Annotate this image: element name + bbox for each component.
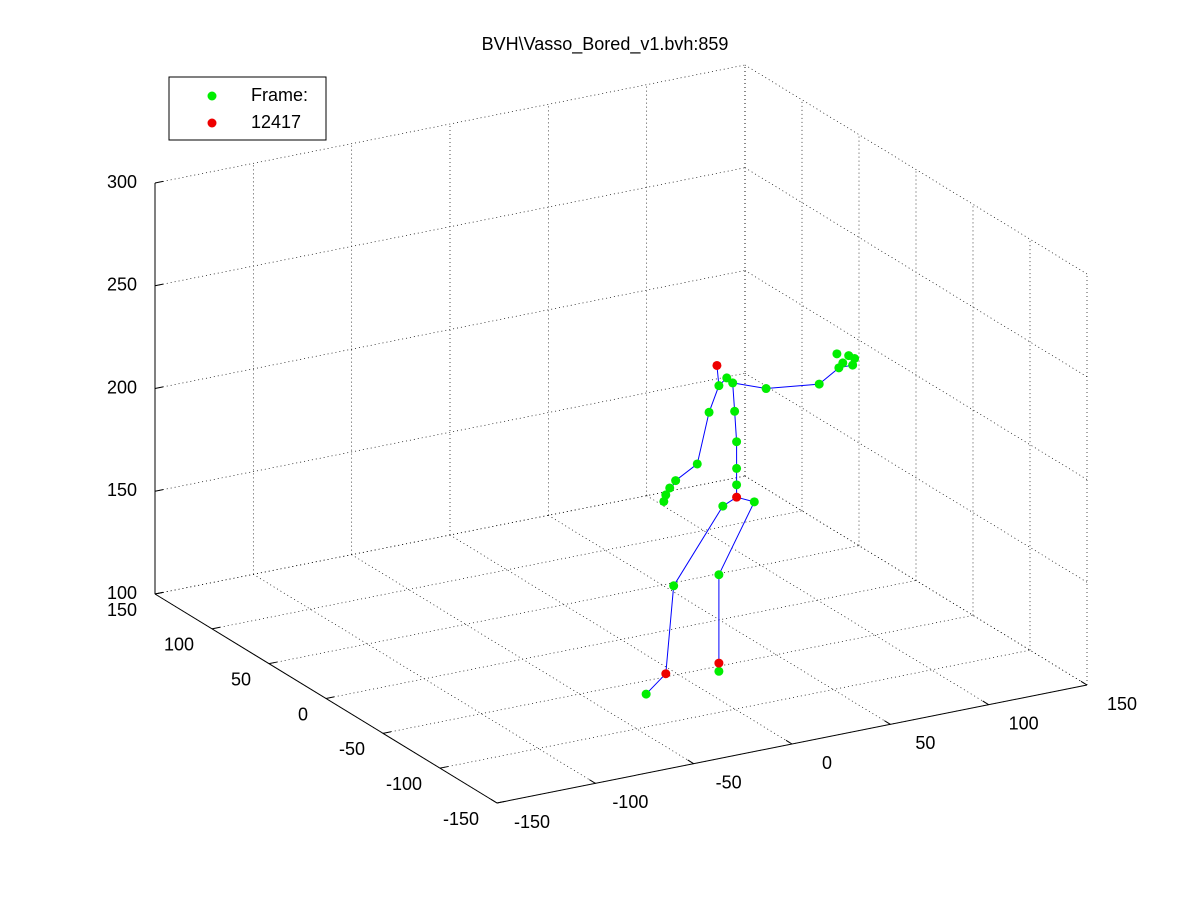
legend-marker <box>207 118 217 128</box>
y-tick-label: 100 <box>164 635 194 655</box>
y-tick <box>439 766 449 769</box>
point <box>714 570 724 580</box>
point <box>848 360 858 370</box>
point <box>722 373 732 383</box>
y-tick-label: -150 <box>443 809 479 829</box>
grid-line <box>744 64 1088 275</box>
grid-line <box>382 614 974 734</box>
point <box>665 483 675 493</box>
grid-line <box>154 64 746 184</box>
grid-line <box>744 270 1088 480</box>
y-tick <box>268 661 278 665</box>
point <box>728 378 738 388</box>
grid-line <box>325 580 917 699</box>
point <box>732 437 742 447</box>
y-tick-label: 50 <box>231 669 251 689</box>
point <box>832 349 842 359</box>
legend-label: Frame: <box>251 85 308 105</box>
z-tick-label: 200 <box>107 377 137 397</box>
grid-line <box>268 545 860 665</box>
x-tick <box>589 779 596 784</box>
point <box>641 689 651 699</box>
x-tick <box>785 739 793 745</box>
point <box>661 669 671 679</box>
point <box>814 379 824 389</box>
grid-line <box>744 167 1088 378</box>
z-tick-label: 100 <box>107 583 137 603</box>
x-tick-label: 150 <box>1107 694 1137 714</box>
grid-line <box>744 475 1088 686</box>
point <box>669 581 679 591</box>
z-tick <box>154 386 164 389</box>
z-tick <box>154 180 164 184</box>
grid-line <box>646 495 989 705</box>
grid-line <box>154 475 746 595</box>
y-tick <box>154 591 164 595</box>
point <box>761 384 771 394</box>
point <box>838 358 848 368</box>
point <box>732 492 742 502</box>
y-tick <box>496 800 506 804</box>
x-tick <box>490 798 498 804</box>
x-tick-label: 0 <box>822 753 832 773</box>
chart-title: BVH\Vasso_Bored_v1.bvh:859 <box>482 34 729 55</box>
x-tick <box>982 700 989 706</box>
point <box>671 476 681 486</box>
y-tick-label: -50 <box>339 739 365 759</box>
grid-line <box>154 372 746 492</box>
point <box>659 496 669 506</box>
point <box>704 407 714 417</box>
x-tick <box>1080 680 1088 686</box>
z-tick-label: 300 <box>107 172 137 192</box>
y-tick <box>211 626 221 630</box>
legend: Frame: 12417 <box>168 76 327 141</box>
z-tick <box>154 489 164 492</box>
y-tick <box>325 696 335 699</box>
z-tick-label: 250 <box>107 275 137 295</box>
point <box>730 406 740 416</box>
point <box>732 480 742 490</box>
x-tick-label: 50 <box>915 733 935 753</box>
legend-marker <box>207 91 217 101</box>
grid-line <box>154 270 746 389</box>
x-tick-label: -50 <box>716 772 742 792</box>
point <box>714 666 724 676</box>
point <box>749 497 759 507</box>
x-tick-label: -150 <box>514 812 550 832</box>
x-tick-label: -100 <box>612 792 648 812</box>
legend-box <box>168 76 327 141</box>
z-tick-label: 150 <box>107 480 137 500</box>
point <box>712 360 722 370</box>
x-tick-label: 100 <box>1009 713 1039 733</box>
y-tick <box>382 731 392 734</box>
grid-line <box>439 649 1031 769</box>
y-tick-label: 0 <box>298 704 308 724</box>
point <box>692 459 702 469</box>
grid-line <box>744 372 1088 583</box>
point <box>718 501 728 511</box>
point <box>732 463 742 473</box>
point <box>714 381 724 391</box>
x-tick <box>687 759 694 765</box>
grid-line <box>154 167 746 287</box>
x-tick <box>884 720 891 725</box>
z-tick <box>154 283 164 287</box>
y-tick-label: -100 <box>386 774 422 794</box>
point <box>714 658 724 668</box>
legend-label: 12417 <box>251 112 301 132</box>
y-tick-label: 150 <box>107 600 137 620</box>
grid-line <box>211 510 803 630</box>
